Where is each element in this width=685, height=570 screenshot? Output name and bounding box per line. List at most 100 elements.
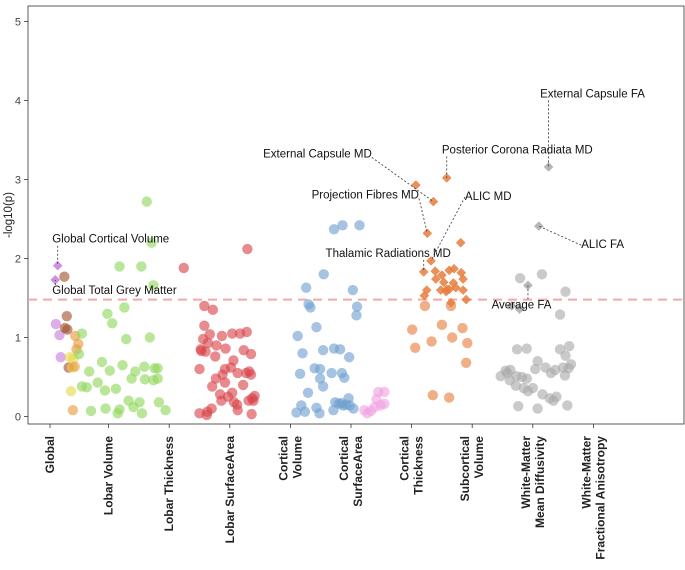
data-point-wm_md (441, 286, 451, 297)
data-point-cortical_volume (84, 366, 95, 377)
data-point-wm_md (436, 319, 448, 331)
data-point-cortical_volume (96, 356, 108, 368)
data-point-cortical_surface_area (178, 262, 189, 274)
data-point-lobar_volume (61, 310, 72, 322)
y-tick-label: 0 (15, 412, 21, 424)
data-point-cortical_volume (76, 328, 88, 339)
data-point-wm_fa (527, 382, 538, 394)
data-point-cortical_surface_area (220, 343, 231, 354)
data-point-wm_md (460, 357, 472, 368)
data-point-cortical_thickness (351, 310, 362, 321)
data-point-wm_md (447, 332, 458, 343)
data-point-cortical_thickness (318, 269, 329, 280)
data-point-cortical_volume (92, 377, 103, 388)
data-point-wm_md (443, 392, 455, 403)
data-point-lobar_thickness (65, 386, 77, 397)
category-label-cortical_thickness: Thickness (412, 436, 426, 495)
annotation-connector (371, 157, 434, 202)
data-point-cortical_volume (102, 308, 113, 319)
data-point-wm_md (458, 285, 468, 295)
data-point-cortical_surface_area (199, 320, 210, 331)
data-point-cortical_volume (100, 403, 111, 414)
data-point-wm_md (455, 237, 466, 248)
data-point-cortical_thickness (292, 330, 303, 342)
data-point-cortical_thickness (328, 404, 339, 416)
data-point-cortical_volume (141, 196, 152, 207)
data-point-wm_fa (551, 391, 562, 402)
data-point-wm_fa (562, 400, 573, 411)
annotation-label: Average FA (492, 299, 552, 311)
category-label-cortical_volume: Volume (290, 436, 304, 479)
data-point-cortical_volume (73, 348, 85, 360)
data-point-cortical_thickness (351, 301, 363, 312)
data-point-cortical_surface_area (248, 395, 259, 406)
category-label-wm_md: White-Matter (519, 436, 533, 509)
data-point-cortical_thickness (317, 381, 329, 392)
category-label-wm_fa: White-Matter (579, 436, 593, 509)
data-point-wm_fa (550, 364, 561, 376)
category-label-cortical_surface_area: Cortical (337, 436, 351, 481)
annotation-label: ALIC FA (581, 239, 624, 251)
data-point-lobar_volume (59, 271, 70, 282)
data-point-wm_md (422, 228, 433, 239)
data-point-cortical_volume (146, 237, 157, 248)
data-point-cortical_surface_area (219, 377, 231, 388)
data-point-cortical_surface_area (206, 403, 217, 414)
category-label-lobar_volume: Lobar Volume (102, 436, 116, 515)
data-point-cortical_surface_area (210, 351, 221, 362)
data-point-cortical_volume (134, 397, 145, 408)
data-point-cortical_surface_area (242, 243, 253, 255)
data-point-cortical_volume (114, 261, 125, 272)
data-point-wm_md (462, 337, 473, 349)
data-point-subcortical_volume (359, 404, 370, 416)
data-point-wm_fa (511, 344, 523, 355)
data-point-wm_fa (532, 356, 543, 367)
data-point-subcortical_volume (379, 386, 390, 398)
data-point-wm_md (461, 294, 471, 305)
y-tick-label: 1 (15, 333, 21, 345)
data-point-cortical_surface_area (202, 337, 214, 349)
data-point-wm_md (427, 389, 439, 401)
data-point-cortical_surface_area (194, 363, 205, 375)
data-point-lobar_surface_area (67, 404, 79, 416)
data-point-wm_fa (514, 304, 525, 314)
data-point-wm_md (438, 277, 449, 288)
data-point-cortical_volume (136, 408, 148, 419)
data-point-cortical_surface_area (204, 329, 216, 340)
data-point-wm_md (430, 274, 441, 284)
data-point-cortical_thickness (302, 387, 314, 398)
data-point-cortical_surface_area (200, 346, 211, 357)
data-point-cortical_thickness (343, 393, 354, 404)
data-point-cortical_thickness (337, 220, 348, 231)
data-point-cortical_volume (126, 373, 137, 384)
data-point-cortical_volume (107, 318, 118, 329)
annotation-label: ALIC MD (465, 191, 512, 203)
data-point-wm_fa (559, 370, 571, 381)
data-point-global (55, 352, 66, 363)
data-point-global (52, 260, 63, 271)
y-tick-label: 4 (15, 96, 21, 108)
category-label-cortical_surface_area: SurfaceArea (351, 436, 365, 507)
data-point-cortical_volume (139, 361, 150, 372)
y-axis-label: -log10(p) (3, 192, 15, 238)
annotation-label: Thalamic Radiations MD (326, 248, 451, 260)
data-point-cortical_volume (144, 332, 156, 343)
data-point-cortical_surface_area (227, 328, 238, 339)
annotation-label: Global Cortical Volume (52, 234, 169, 246)
data-point-cortical_surface_area (216, 330, 228, 342)
data-point-cortical_surface_area (246, 408, 257, 420)
data-point-cortical_volume (153, 397, 165, 408)
y-tick-label: 3 (15, 175, 21, 187)
annotation-label: Global Total Grey Matter (52, 285, 177, 297)
data-point-cortical_thickness (314, 373, 326, 384)
category-labels: Global Lobar Volume Lobar Thickness Lobar S… (43, 424, 607, 560)
data-point-wm_fa (514, 273, 526, 284)
data-point-cortical_volume (104, 365, 116, 376)
data-point-cortical_surface_area (211, 340, 222, 351)
data-point-cortical_thickness (348, 403, 359, 414)
data-point-wm_fa (536, 269, 548, 280)
data-point-cortical_surface_area (232, 404, 243, 416)
data-point-lobar_volume (62, 324, 73, 335)
data-point-cortical_surface_area (245, 348, 257, 360)
